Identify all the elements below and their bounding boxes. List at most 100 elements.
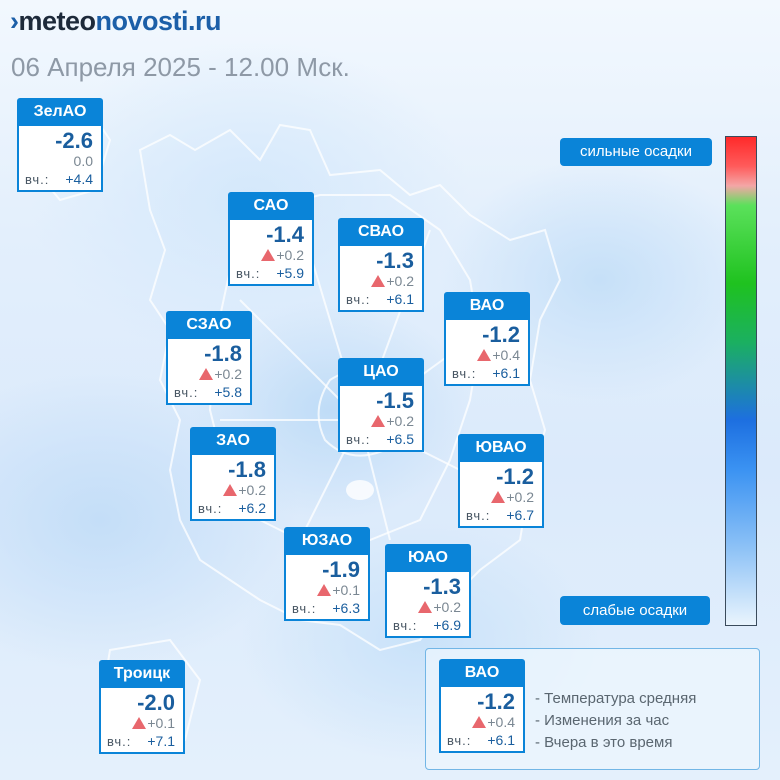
yesterday-label: вч.: [25,172,50,187]
district-body: -1.3 +0.2 вч.: +6.9 [385,572,471,638]
triangle-up-icon [371,415,386,427]
yesterday-value: +6.3 [332,600,360,616]
yesterday-row: вч.: +6.3 [292,600,360,616]
district-name: Троицк [99,660,185,688]
yesterday-row: вч.: +6.1 [452,365,520,381]
district-card-yuvao: ЮВАО -1.2 +0.2 вч.: +6.7 [458,434,544,528]
temperature-value: -1.8 [204,341,242,366]
district-card-sao: САО -1.4 +0.2 вч.: +5.9 [228,192,314,286]
triangle-up-icon [491,491,506,503]
hourly-change: +0.2 [418,599,461,615]
district-name: ЗелАО [17,98,103,126]
legend-text-average-temp: - Температура средняя [535,690,697,707]
yesterday-row: вч.: +6.7 [466,507,534,523]
yesterday-label: вч.: [107,734,132,749]
precipitation-scale-bar [725,136,757,626]
city-center-spot [346,480,374,500]
triangle-up-icon [199,368,214,380]
hourly-change: +0.2 [199,366,242,382]
hourly-change: +0.4 [472,714,515,730]
yesterday-label: вч.: [452,366,477,381]
yesterday-label: вч.: [466,508,491,523]
legend-text-yesterday: - Вчера в это время [535,734,673,751]
yesterday-value: +6.5 [386,431,414,447]
temperature-value: -1.9 [322,557,360,582]
district-card-zelao: ЗелАО -2.6 0.0 вч.: +4.4 [17,98,103,192]
hourly-change: +0.1 [317,582,360,598]
yesterday-label: вч.: [198,501,223,516]
district-card-vao: ВАО -1.2 +0.4 вч.: +6.1 [444,292,530,386]
change-value: +0.2 [506,489,534,505]
change-value: +0.4 [487,714,515,730]
yesterday-row: вч.: +5.8 [174,384,242,400]
change-value: +0.1 [332,582,360,598]
hourly-change: +0.1 [132,715,175,731]
temperature-value: -1.4 [266,222,304,247]
district-name: ЮАО [385,544,471,572]
yesterday-value: +7.1 [147,733,175,749]
temperature-value: -1.8 [228,457,266,482]
site-logo[interactable]: ›meteonovosti.ru [10,6,222,37]
district-body: -1.4 +0.2 вч.: +5.9 [228,220,314,286]
logo-novosti-text: novosti.ru [95,6,222,36]
triangle-up-icon [477,349,492,361]
district-body: -1.8 +0.2 вч.: +6.2 [190,455,276,521]
hourly-change: +0.2 [371,413,414,429]
yesterday-row: вч.: +6.2 [198,500,266,516]
yesterday-value: +6.7 [506,507,534,523]
change-value: +0.2 [238,482,266,498]
district-body: -2.0 +0.1 вч.: +7.1 [99,688,185,754]
district-name: СЗАО [166,311,252,339]
district-card-svao: СВАО -1.3 +0.2 вч.: +6.1 [338,218,424,312]
yesterday-value: +5.8 [214,384,242,400]
change-value: +0.2 [214,366,242,382]
triangle-up-icon [418,601,433,613]
district-name: САО [228,192,314,220]
legend-sample-card: ВАО -1.2 +0.4 вч.: +6.1 [439,659,525,753]
temperature-value: -2.0 [137,690,175,715]
district-card-yuao: ЮАО -1.3 +0.2 вч.: +6.9 [385,544,471,638]
district-body: -1.9 +0.1 вч.: +6.3 [284,555,370,621]
district-body: -1.2 +0.2 вч.: +6.7 [458,462,544,528]
yesterday-label: вч.: [346,292,371,307]
yesterday-value: +5.9 [276,265,304,281]
yesterday-row: вч.: +6.1 [346,291,414,307]
yesterday-label: вч.: [393,618,418,633]
yesterday-value: +6.1 [487,732,515,748]
change-value: +0.2 [433,599,461,615]
district-body: -1.2 +0.4 вч.: +6.1 [439,687,525,753]
temperature-value: -2.6 [55,128,93,153]
district-name: ВАО [439,659,525,687]
yesterday-value: +6.2 [238,500,266,516]
yesterday-value: +6.9 [433,617,461,633]
triangle-up-icon [223,484,238,496]
temperature-value: -1.2 [496,464,534,489]
district-name: ВАО [444,292,530,320]
logo-mark: › [10,6,19,36]
district-name: СВАО [338,218,424,246]
hourly-change: +0.4 [477,347,520,363]
triangle-up-icon [472,716,487,728]
hourly-change: +0.2 [371,273,414,289]
district-body: -1.3 +0.2 вч.: +6.1 [338,246,424,312]
temperature-value: -1.3 [423,574,461,599]
district-name: ЮВАО [458,434,544,462]
yesterday-row: вч.: +5.9 [236,265,304,281]
change-value: 0.0 [73,153,93,169]
temperature-value: -1.5 [376,388,414,413]
yesterday-label: вч.: [292,601,317,616]
district-card-szao: СЗАО -1.8 +0.2 вч.: +5.8 [166,311,252,405]
yesterday-label: вч.: [346,432,371,447]
yesterday-row: вч.: +4.4 [25,171,93,187]
district-name: ЗАО [190,427,276,455]
district-body: -1.5 +0.2 вч.: +6.5 [338,386,424,452]
scale-label-heavy: сильные осадки [560,138,712,166]
triangle-up-icon [317,584,332,596]
forecast-datetime: 06 Апреля 2025 - 12.00 Мск. [11,52,350,82]
yesterday-row: вч.: +6.9 [393,617,461,633]
district-name: ЦАО [338,358,424,386]
yesterday-value: +4.4 [65,171,93,187]
yesterday-value: +6.1 [492,365,520,381]
hourly-change: +0.2 [261,247,304,263]
legend-text-hourly-change: - Изменения за час [535,712,670,729]
